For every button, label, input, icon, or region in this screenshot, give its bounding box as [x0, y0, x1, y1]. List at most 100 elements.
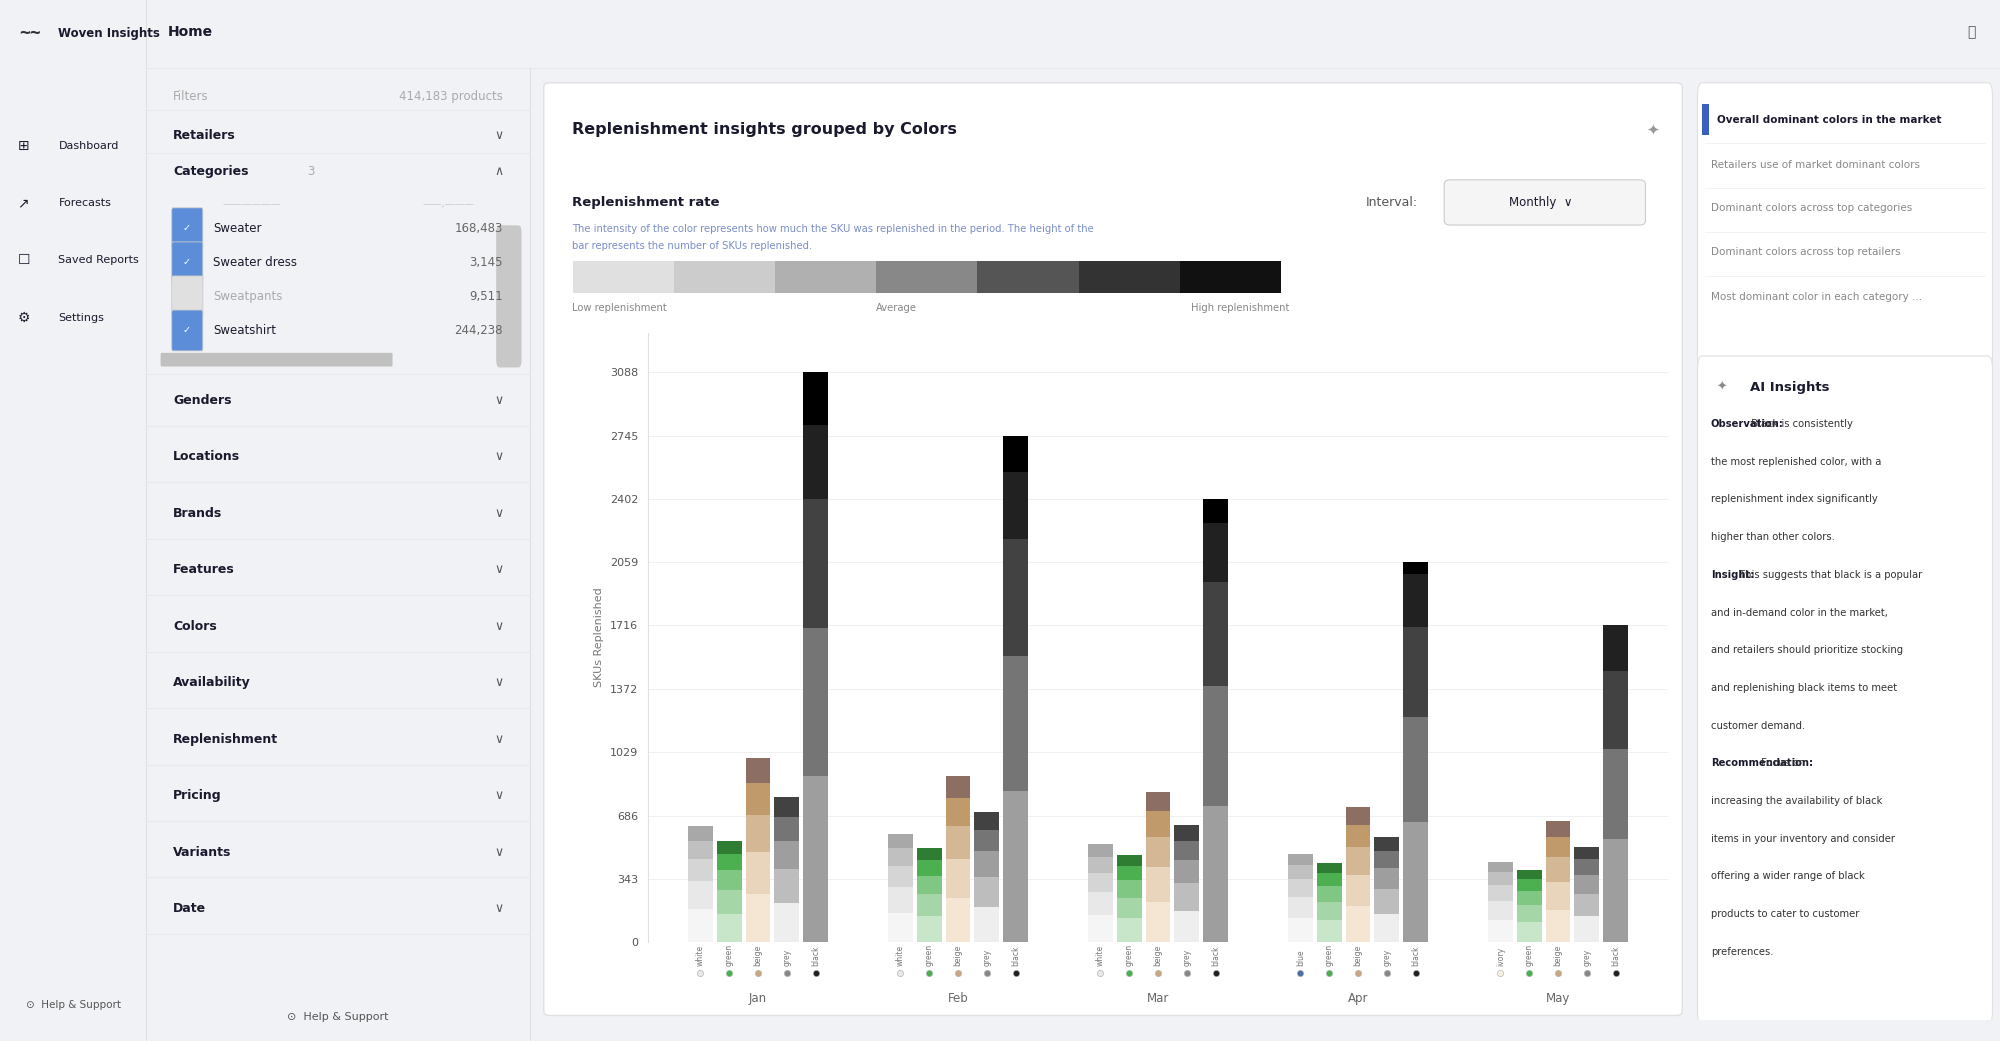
Bar: [1374, 850, 1400, 868]
Bar: [1574, 874, 1600, 894]
Text: 3,145: 3,145: [470, 256, 504, 269]
Bar: [804, 500, 828, 629]
Text: beige: beige: [754, 944, 762, 966]
Bar: [1374, 837, 1400, 850]
FancyBboxPatch shape: [172, 310, 202, 351]
Bar: [1088, 892, 1112, 915]
Bar: [1546, 857, 1570, 882]
Bar: [746, 815, 770, 852]
Text: bar represents the number of SKUs replenished.: bar represents the number of SKUs replen…: [572, 240, 812, 251]
Text: The intensity of the color represents how much the SKU was replenished in the pe: The intensity of the color represents ho…: [572, 224, 1094, 234]
Text: ∨: ∨: [494, 563, 504, 577]
Text: green: green: [1124, 943, 1134, 966]
Bar: [1146, 837, 1170, 867]
Bar: [804, 776, 828, 942]
Text: ∨: ∨: [494, 619, 504, 633]
Bar: [1488, 862, 1512, 872]
Bar: [1004, 791, 1028, 942]
Bar: [1316, 886, 1342, 902]
Bar: [1604, 748, 1628, 839]
Text: 9,511: 9,511: [470, 289, 504, 303]
Bar: [1146, 903, 1170, 942]
Bar: [888, 913, 912, 942]
Text: Sweater dress: Sweater dress: [214, 256, 298, 269]
Bar: [1004, 539, 1028, 656]
Bar: [1404, 562, 1428, 574]
Bar: [774, 261, 876, 293]
Text: grey: grey: [982, 948, 992, 966]
Bar: [1546, 821, 1570, 837]
Text: This suggests that black is a popular: This suggests that black is a popular: [1736, 569, 1922, 580]
Text: Monthly  ∨: Monthly ∨: [1510, 196, 1572, 209]
FancyBboxPatch shape: [1444, 180, 1646, 225]
Bar: [1116, 918, 1142, 942]
Bar: [1604, 839, 1628, 942]
Bar: [1316, 920, 1342, 942]
Bar: [916, 894, 942, 916]
Bar: [716, 890, 742, 914]
Bar: [1574, 894, 1600, 916]
Text: ∨: ∨: [494, 451, 504, 463]
Bar: [1404, 717, 1428, 822]
Text: Replenishment insights grouped by Colors: Replenishment insights grouped by Colors: [572, 123, 958, 137]
Bar: [1574, 860, 1600, 874]
Text: beige: beige: [954, 944, 962, 966]
Bar: [746, 758, 770, 784]
Text: white: white: [896, 944, 904, 966]
Text: ↗: ↗: [18, 196, 30, 210]
Text: ——————: ——————: [222, 199, 282, 209]
Bar: [1078, 261, 1180, 293]
Bar: [1146, 811, 1170, 837]
Text: Insight:: Insight:: [1710, 569, 1754, 580]
Bar: [1346, 906, 1370, 942]
Text: High replenishment: High replenishment: [1192, 303, 1290, 313]
Bar: [1174, 826, 1200, 841]
Bar: [1346, 874, 1370, 906]
Bar: [1316, 863, 1342, 873]
Bar: [1516, 922, 1542, 942]
Bar: [1374, 914, 1400, 942]
Text: the most replenished color, with a: the most replenished color, with a: [1710, 457, 1882, 466]
Text: grey: grey: [1382, 948, 1392, 966]
Bar: [888, 887, 912, 913]
FancyBboxPatch shape: [172, 208, 202, 249]
Text: Focus on: Focus on: [1758, 758, 1804, 768]
Text: beige: beige: [1354, 944, 1362, 966]
Bar: [1204, 524, 1228, 582]
Text: Genders: Genders: [172, 395, 232, 407]
Text: Overall dominant colors in the market: Overall dominant colors in the market: [1716, 115, 1942, 125]
Bar: [1288, 918, 1312, 942]
Bar: [804, 629, 828, 776]
FancyBboxPatch shape: [172, 242, 202, 283]
Bar: [974, 812, 1000, 830]
Bar: [1574, 916, 1600, 942]
Bar: [1516, 870, 1542, 879]
Text: green: green: [1324, 943, 1334, 966]
Bar: [946, 776, 970, 798]
Bar: [716, 914, 742, 942]
Text: ∨: ∨: [494, 845, 504, 859]
Bar: [1702, 104, 1710, 134]
Bar: [974, 907, 1000, 942]
Bar: [1146, 791, 1170, 811]
Bar: [674, 261, 774, 293]
Bar: [688, 881, 712, 909]
Bar: [1174, 860, 1200, 883]
Text: items in your inventory and consider: items in your inventory and consider: [1710, 834, 1894, 843]
Bar: [1404, 574, 1428, 627]
Bar: [888, 848, 912, 865]
Bar: [1174, 911, 1200, 942]
Text: ⊙  Help & Support: ⊙ Help & Support: [288, 1012, 388, 1021]
FancyBboxPatch shape: [160, 353, 392, 366]
Text: ∧: ∧: [494, 166, 504, 178]
FancyBboxPatch shape: [1698, 356, 1992, 1025]
Bar: [1116, 897, 1142, 918]
Text: beige: beige: [1554, 944, 1562, 966]
Bar: [1374, 868, 1400, 889]
Text: ∨: ∨: [494, 789, 504, 803]
Text: black: black: [1212, 945, 1220, 966]
Text: black: black: [1012, 945, 1020, 966]
Bar: [1316, 902, 1342, 920]
Bar: [1204, 686, 1228, 806]
Bar: [1488, 872, 1512, 885]
